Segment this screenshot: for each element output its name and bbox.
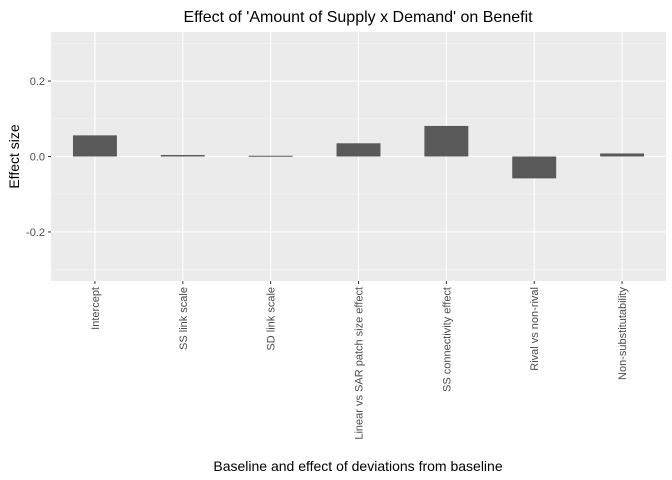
- x-tick-label: Linear vs SAR patch size effect: [354, 287, 366, 440]
- x-tick-label: SD link scale: [266, 287, 278, 351]
- bar-4: [336, 143, 381, 157]
- x-axis: Intercept SS link scale SD link scale Linea…: [90, 281, 629, 440]
- bar-2: [160, 154, 205, 157]
- bar-1: [72, 135, 117, 157]
- bar-5: [424, 125, 469, 157]
- bar-6: [512, 156, 557, 179]
- y-axis-title: Effect size: [6, 124, 22, 189]
- y-tick-label: 0.2: [30, 76, 45, 88]
- bar-7: [600, 153, 645, 157]
- y-tick-label: 0.0: [30, 152, 45, 164]
- x-tick-label: Intercept: [90, 287, 102, 330]
- x-tick-label: SS connectivity effect: [441, 287, 453, 392]
- x-tick-label: SS link scale: [178, 287, 190, 350]
- bars: [72, 125, 645, 179]
- y-axis: -0.2 0.0 0.2: [26, 76, 51, 239]
- x-tick-label: Rival vs non-rival: [529, 287, 541, 371]
- x-axis-title: Baseline and effect of deviations from b…: [213, 458, 502, 474]
- x-tick-label: Non-substitutability: [617, 287, 629, 380]
- y-tick-label: -0.2: [26, 227, 45, 239]
- bar-3: [248, 155, 293, 157]
- chart-title: Effect of 'Amount of Supply x Demand' on…: [183, 9, 533, 26]
